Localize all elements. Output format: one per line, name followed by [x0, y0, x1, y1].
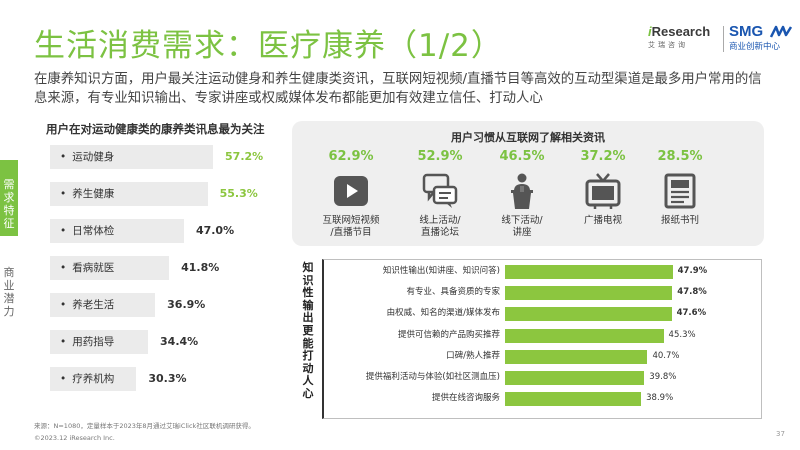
iresearch-logo: iResearch 艾瑞咨询: [648, 24, 718, 54]
knowledge-chart-value: 47.6%: [676, 308, 707, 319]
knowledge-chart-label: 由权威、知名的渠道/媒体发布: [386, 308, 500, 319]
page-number: 37: [776, 430, 785, 438]
knowledge-chart-bar: [505, 349, 648, 364]
knowledge-chart-title: 知识性输出更能打动人心: [302, 261, 314, 400]
iresearch-logo-sub: 艾瑞咨询: [648, 41, 688, 49]
smg-wave-icon: [769, 25, 793, 38]
left-chart-value: 30.3%: [148, 372, 187, 385]
knowledge-chart-value: 47.8%: [677, 287, 707, 298]
left-chart-label: 养生健康: [60, 182, 114, 206]
intro-text: 在康养知识方面，用户最关注运动健身和养生健康类资讯，互联网短视频/直播节目等高效…: [34, 72, 762, 106]
left-chart-label: 运动健身: [60, 145, 114, 169]
chat-icon: [420, 171, 460, 211]
iresearch-logo-text: iResearch: [648, 24, 711, 39]
smg-logo-text: SMG: [729, 23, 764, 40]
channel-label-line: 线下活动/: [501, 215, 543, 226]
channel-percent: 28.5%: [657, 149, 703, 164]
knowledge-chart-label: 提供在线咨询服务: [431, 393, 500, 404]
logo-divider: [723, 26, 724, 52]
channel-label-line: /直播节目: [330, 227, 372, 238]
knowledge-chart-bar: [505, 286, 673, 301]
knowledge-chart-bar: [505, 307, 672, 322]
smg-logo-sub: 商业创新中心: [729, 42, 781, 52]
copyright: ©2023.12 iResearch Inc.: [34, 434, 115, 442]
channel-label-line: 线上活动/: [419, 215, 461, 226]
channel-label: 报纸书刊: [635, 215, 725, 227]
left-chart-label: 用药指导: [60, 330, 114, 354]
knowledge-chart-label: 提供可信赖的产品购买推荐: [397, 329, 500, 340]
channel-percent: 46.5%: [499, 149, 545, 164]
channel-label: 线上活动/直播论坛: [395, 215, 485, 239]
side-tab-demand-label: 需求特征: [3, 178, 15, 230]
knowledge-chart-label: 知识性输出(知讲座、知识问答): [382, 266, 500, 276]
left-chart-title: 用户在对运动健康类的康养类讯息最为关注: [46, 122, 265, 136]
source-note: 来源：N=1080，定量样本于2023年8月通过艾瑞iClick社区联机调研获得…: [34, 422, 255, 430]
channel-label-line: 广播电视: [583, 215, 622, 226]
left-chart-value: 57.2%: [225, 150, 264, 163]
channel-label: 线下活动/讲座: [477, 215, 567, 239]
channel-percent: 52.9%: [417, 149, 463, 164]
channel-panel: 用户习惯从互联网了解相关资讯 62.9% 互联网短视频/直播节目 52.9% 线上活动…: [292, 121, 764, 246]
knowledge-chart-value: 38.9%: [646, 393, 674, 404]
channel-label: 广播电视: [558, 215, 648, 227]
knowledge-chart-label: 提供福利活动与体验(如社区测血压): [365, 372, 500, 382]
left-chart-value: 34.4%: [160, 335, 199, 348]
left-chart-label: 日常体检: [60, 219, 114, 243]
side-tab-demand[interactable]: 需求特征: [0, 160, 18, 236]
left-chart-value: 47.0%: [195, 224, 235, 237]
knowledge-chart-bar: [505, 392, 642, 407]
tv-icon: [583, 171, 623, 211]
side-tab-potential-label: 商业潜力: [3, 266, 15, 318]
video-icon: [331, 171, 371, 211]
channel-percent: 37.2%: [580, 149, 626, 164]
channel-item: 28.5% 报纸书刊: [635, 149, 725, 227]
left-chart-label: 看病就医: [60, 256, 114, 280]
channel-label-line: 直播论坛: [420, 227, 459, 238]
left-chart-label: 养老生活: [60, 293, 114, 317]
channel-label-line: 互联网短视频: [322, 215, 380, 226]
knowledge-chart-bar: [505, 371, 645, 385]
channel-item: 62.9% 互联网短视频/直播节目: [306, 149, 396, 239]
knowledge-chart-value: 45.3%: [668, 329, 696, 340]
smg-logo: SMG 商业创新中心: [729, 23, 795, 52]
newspaper-icon: [660, 171, 700, 211]
left-chart-value: 36.9%: [167, 298, 206, 311]
channel-label: 互联网短视频/直播节目: [306, 215, 396, 239]
channel-label-line: 讲座: [512, 227, 532, 238]
channel-label-line: 报纸书刊: [660, 215, 699, 226]
left-chart-value: 55.3%: [219, 187, 258, 200]
knowledge-chart-value: 39.8%: [649, 372, 677, 382]
left-chart-label: 疗养机构: [60, 367, 114, 391]
channel-item: 46.5% 线下活动/讲座: [477, 149, 567, 239]
knowledge-chart-bar: [505, 265, 673, 279]
knowledge-chart-bar: [505, 328, 664, 343]
channel-panel-title: 用户习惯从互联网了解相关资讯: [451, 131, 605, 144]
side-tab-potential[interactable]: 商业潜力: [0, 262, 18, 322]
channel-item: 37.2% 广播电视: [558, 149, 648, 227]
knowledge-chart-label: 口碑/熟人推荐: [446, 350, 500, 361]
lecture-icon: [502, 171, 542, 211]
page-title: 生活消费需求：医疗康养（1/2）: [34, 28, 503, 64]
channel-percent: 62.9%: [328, 149, 374, 164]
knowledge-chart-label: 有专业、具备资质的专家: [406, 287, 500, 298]
channel-item: 52.9% 线上活动/直播论坛: [395, 149, 485, 239]
knowledge-chart-frame: [322, 259, 762, 419]
knowledge-chart-value: 47.9%: [677, 266, 708, 276]
left-chart-value: 41.8%: [181, 261, 220, 274]
knowledge-chart-value: 40.7%: [652, 350, 680, 361]
